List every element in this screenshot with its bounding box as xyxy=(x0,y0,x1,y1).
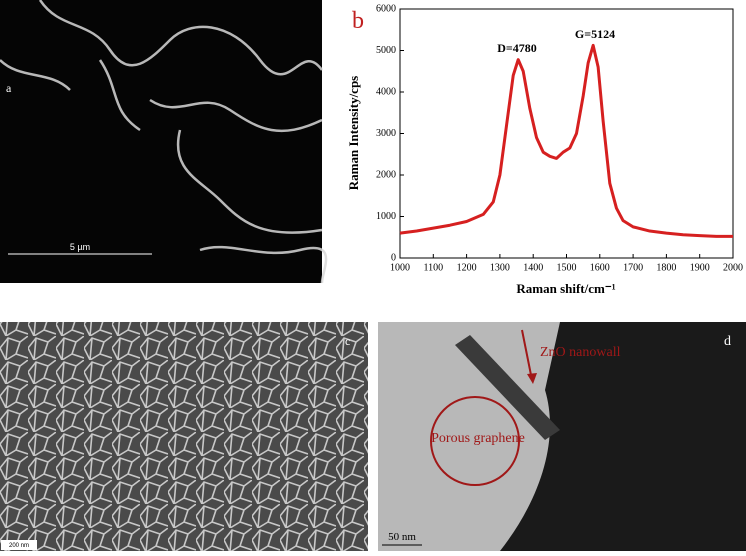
annotation: G=5124 xyxy=(575,27,615,41)
plot-frame xyxy=(399,8,734,259)
x-tick-label: 1500 xyxy=(557,262,577,273)
x-tick-label: 1900 xyxy=(690,262,710,273)
dark-region xyxy=(500,322,746,551)
x-tick-label: 1200 xyxy=(457,262,477,273)
y-tick-label: 4000 xyxy=(376,86,396,97)
annotation: D=4780 xyxy=(497,41,537,55)
y-tick-label: 5000 xyxy=(376,45,396,56)
sem-image-a xyxy=(0,0,322,283)
panel-label: c xyxy=(345,334,350,348)
y-tick-label: 0 xyxy=(391,252,396,263)
scale-text: 5 µm xyxy=(70,242,90,252)
x-tick-label: 1300 xyxy=(490,262,510,273)
x-tick-label: 1100 xyxy=(423,262,443,273)
x-tick-label: 1800 xyxy=(656,262,676,273)
nanowall xyxy=(455,335,560,440)
y-tick-label: 1000 xyxy=(376,211,396,222)
arrow-head xyxy=(527,373,537,384)
panel-label: a xyxy=(6,81,12,95)
scale-box xyxy=(1,540,37,550)
arrow-label: ZnO nanowall xyxy=(540,345,621,360)
y-tick-label: 6000 xyxy=(376,3,396,14)
x-tick-label: 1000 xyxy=(390,262,410,273)
scale-text: 50 nm xyxy=(388,531,416,543)
panel-label: d xyxy=(724,334,731,349)
fibers xyxy=(0,0,328,284)
x-tick-label: 1700 xyxy=(623,262,643,273)
x-axis-label: Raman shift/cm⁻¹ xyxy=(516,281,615,296)
x-tick-label: 2000 xyxy=(723,262,743,273)
panel-label: b xyxy=(352,8,364,34)
x-tick-label: 1400 xyxy=(523,262,543,273)
sem-image-c xyxy=(0,322,368,551)
y-tick-label: 2000 xyxy=(376,169,396,180)
circle-label: Porous graphene xyxy=(431,431,525,446)
arrow xyxy=(521,329,533,381)
spectrum-line xyxy=(399,43,733,238)
x-tick-label: 1600 xyxy=(590,262,610,273)
circle xyxy=(430,396,520,486)
scale-text: 200 nm xyxy=(9,543,29,549)
y-tick-label: 3000 xyxy=(376,128,396,139)
y-axis-label: Raman Intensity/cps xyxy=(346,76,361,191)
